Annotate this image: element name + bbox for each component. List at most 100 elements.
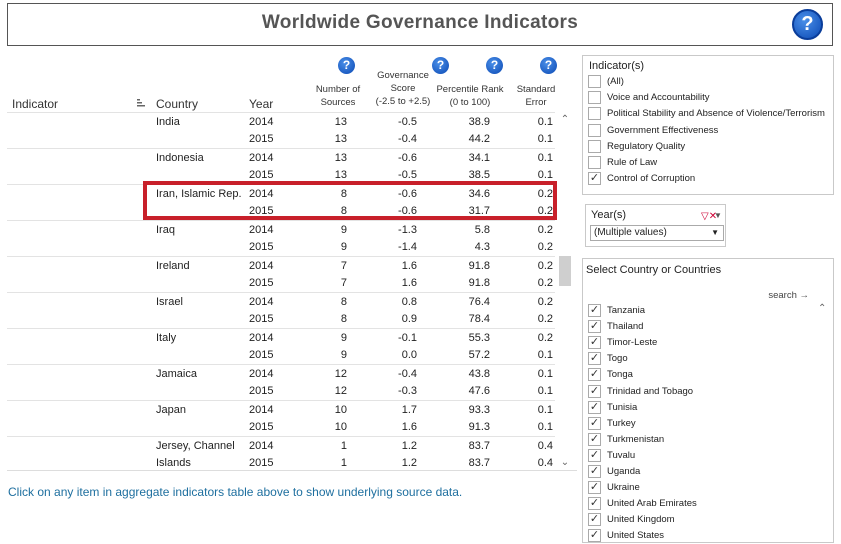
- percentile-cell[interactable]: 91.8: [468, 277, 490, 289]
- scroll-down-arrow-icon[interactable]: ⌄: [560, 457, 570, 468]
- year-cell[interactable]: 2014: [249, 260, 274, 272]
- std-error-cell[interactable]: 0.1: [537, 421, 553, 433]
- checkbox[interactable]: ✓: [588, 432, 601, 446]
- score-cell[interactable]: -0.4: [398, 133, 417, 145]
- table-row[interactable]: 2015 12 -0.3 47.6 0.1: [7, 382, 555, 400]
- num-sources-cell[interactable]: 1: [340, 440, 347, 452]
- std-error-cell[interactable]: 0.1: [537, 404, 553, 416]
- checkbox[interactable]: [588, 156, 601, 169]
- num-sources-cell[interactable]: 1: [340, 457, 347, 469]
- year-cell[interactable]: 2014: [249, 188, 274, 200]
- num-sources-cell[interactable]: 9: [340, 241, 347, 253]
- table-row[interactable]: Israel 2014 8 0.8 76.4 0.2: [7, 292, 555, 310]
- year-cell[interactable]: 2014: [249, 440, 274, 452]
- checkbox[interactable]: ✓: [588, 465, 601, 478]
- year-cell[interactable]: 2015: [249, 349, 274, 361]
- score-cell[interactable]: -0.1: [398, 332, 417, 344]
- checkbox[interactable]: ✓: [588, 384, 601, 398]
- checkbox[interactable]: ✓: [588, 416, 601, 430]
- table-row[interactable]: 2015 13 -0.5 38.5 0.1: [7, 166, 555, 184]
- country-cell[interactable]: India: [156, 116, 180, 128]
- score-cell[interactable]: -0.6: [398, 152, 417, 164]
- checkbox[interactable]: ✓: [588, 172, 601, 186]
- num-sources-cell[interactable]: 9: [340, 224, 347, 236]
- percentile-cell[interactable]: 5.8: [474, 224, 490, 236]
- num-sources-cell[interactable]: 8: [340, 188, 347, 200]
- percentile-cell[interactable]: 31.7: [468, 205, 490, 217]
- percentile-cell[interactable]: 38.9: [468, 116, 490, 128]
- score-cell[interactable]: 0.0: [401, 349, 417, 361]
- year-cell[interactable]: 2015: [249, 133, 274, 145]
- num-sources-cell[interactable]: 9: [340, 349, 347, 361]
- std-error-cell[interactable]: 0.2: [537, 296, 553, 308]
- col-header-percentile[interactable]: Percentile Rank (0 to 100): [433, 83, 507, 109]
- checkbox[interactable]: [588, 139, 601, 153]
- year-cell[interactable]: 2014: [249, 296, 274, 308]
- country-list-scrollbar[interactable]: ⌃: [817, 303, 829, 543]
- country-cell[interactable]: Jamaica: [156, 368, 197, 380]
- source-data-hint-link[interactable]: Click on any item in aggregate indicator…: [8, 485, 463, 499]
- country-cell[interactable]: Japan: [156, 404, 186, 416]
- std-error-cell[interactable]: 0.2: [537, 313, 553, 325]
- num-sources-cell[interactable]: 8: [340, 205, 347, 217]
- years-dropdown[interactable]: (Multiple values) ▼: [590, 225, 724, 241]
- percentile-cell[interactable]: 91.8: [468, 260, 490, 272]
- score-cell[interactable]: 1.2: [401, 457, 417, 469]
- std-error-cell[interactable]: 0.2: [537, 332, 553, 344]
- year-cell[interactable]: 2014: [249, 116, 274, 128]
- table-scrollbar[interactable]: ⌃ ⌄: [557, 113, 573, 470]
- std-error-cell[interactable]: 0.1: [537, 385, 553, 397]
- score-cell[interactable]: -0.5: [398, 116, 417, 128]
- help-icon-num-sources[interactable]: ?: [338, 57, 355, 74]
- percentile-cell[interactable]: 57.2: [468, 349, 490, 361]
- checkbox[interactable]: ✓: [588, 320, 601, 334]
- score-cell[interactable]: 1.6: [401, 421, 417, 433]
- percentile-cell[interactable]: 78.4: [468, 313, 490, 325]
- score-cell[interactable]: -0.3: [398, 385, 417, 397]
- year-cell[interactable]: 2014: [249, 404, 274, 416]
- country-search-link[interactable]: search →: [768, 290, 809, 301]
- percentile-cell[interactable]: 91.3: [468, 421, 490, 433]
- percentile-cell[interactable]: 83.7: [468, 457, 490, 469]
- scroll-up-arrow-icon[interactable]: ⌃: [818, 303, 827, 314]
- score-cell[interactable]: -0.4: [398, 368, 417, 380]
- percentile-cell[interactable]: 4.3: [474, 241, 490, 253]
- year-cell[interactable]: 2015: [249, 205, 274, 217]
- score-cell[interactable]: -1.4: [398, 241, 417, 253]
- year-cell[interactable]: 2014: [249, 332, 274, 344]
- num-sources-cell[interactable]: 7: [340, 277, 347, 289]
- country-cell[interactable]: Israel: [156, 296, 183, 308]
- table-row[interactable]: 2015 10 1.6 91.3 0.1: [7, 418, 555, 436]
- checkbox[interactable]: ✓: [588, 481, 601, 495]
- year-cell[interactable]: 2014: [249, 368, 274, 380]
- score-cell[interactable]: -0.5: [398, 169, 417, 181]
- score-cell[interactable]: -0.6: [398, 205, 417, 217]
- score-cell[interactable]: 1.7: [401, 404, 417, 416]
- help-icon[interactable]: ?: [792, 9, 823, 40]
- std-error-cell[interactable]: 0.2: [537, 277, 553, 289]
- table-row[interactable]: Islands 2015 1 1.2 83.7 0.4: [7, 454, 555, 470]
- percentile-cell[interactable]: 44.2: [468, 133, 490, 145]
- table-row[interactable]: Ireland 2014 7 1.6 91.8 0.2: [7, 256, 555, 274]
- country-cell[interactable]: Ireland: [156, 260, 190, 272]
- std-error-cell[interactable]: 0.2: [537, 241, 553, 253]
- std-error-cell[interactable]: 0.1: [537, 368, 553, 380]
- percentile-cell[interactable]: 83.7: [468, 440, 490, 452]
- checkbox[interactable]: [588, 107, 601, 121]
- table-row[interactable]: 2015 13 -0.4 44.2 0.1: [7, 130, 555, 148]
- help-icon-percentile[interactable]: ?: [486, 57, 503, 74]
- percentile-cell[interactable]: 43.8: [468, 368, 490, 380]
- checkbox[interactable]: [588, 91, 601, 105]
- table-row[interactable]: Iraq 2014 9 -1.3 5.8 0.2: [7, 220, 555, 238]
- table-row[interactable]: Indonesia 2014 13 -0.6 34.1 0.1: [7, 148, 555, 166]
- num-sources-cell[interactable]: 13: [334, 152, 347, 164]
- percentile-cell[interactable]: 76.4: [468, 296, 490, 308]
- num-sources-cell[interactable]: 9: [340, 332, 347, 344]
- year-cell[interactable]: 2015: [249, 277, 274, 289]
- std-error-cell[interactable]: 0.1: [537, 349, 553, 361]
- year-cell[interactable]: 2015: [249, 457, 274, 469]
- checkbox[interactable]: ✓: [588, 400, 601, 414]
- score-cell[interactable]: 1.6: [401, 260, 417, 272]
- scroll-up-arrow-icon[interactable]: ⌃: [560, 114, 570, 125]
- num-sources-cell[interactable]: 10: [334, 421, 347, 433]
